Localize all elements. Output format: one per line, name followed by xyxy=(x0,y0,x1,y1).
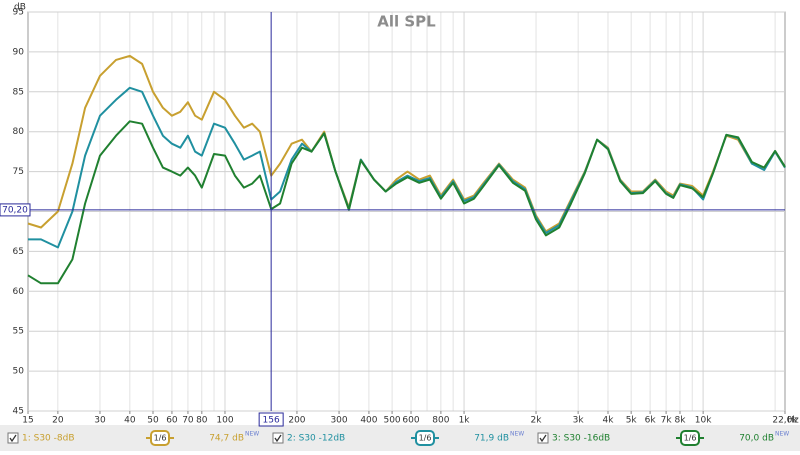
legend-check xyxy=(274,434,282,443)
x-axis-label: Hz xyxy=(787,416,799,426)
y-tick-label: 85 xyxy=(13,87,24,97)
legend-readout: 74,7 dB xyxy=(209,434,244,444)
y-tick-label: 55 xyxy=(13,327,24,337)
cursor-x-label: 156 xyxy=(263,416,280,426)
x-tick-label: 30 xyxy=(94,416,106,426)
x-tick-label: 10k xyxy=(695,416,712,426)
x-tick-label: 100 xyxy=(216,416,233,426)
x-tick-label: 50 xyxy=(147,416,159,426)
x-tick-label: 5k xyxy=(626,416,638,426)
legend-name: 1: S30 -8dB xyxy=(22,434,75,444)
y-tick-label: 90 xyxy=(13,47,25,57)
y-tick-label: 60 xyxy=(13,287,25,297)
smoothing-button[interactable] xyxy=(415,430,435,446)
legend-name: 3: S30 -16dB xyxy=(552,434,610,444)
legend-name: 2: S30 -12dB xyxy=(287,434,345,444)
cursor-x-box xyxy=(258,412,284,427)
x-tick-label: 6k xyxy=(645,416,657,426)
x-tick-label: 600 xyxy=(402,416,419,426)
legend-readout: 70,0 dB xyxy=(739,434,774,444)
smoothing-button[interactable] xyxy=(150,430,170,446)
y-tick-label: 75 xyxy=(13,167,24,177)
x-tick-label: 4k xyxy=(603,416,615,426)
smoothing-label: 1/6 xyxy=(154,434,167,443)
legend-checkbox[interactable] xyxy=(272,432,284,444)
series-line xyxy=(27,120,786,285)
y-tick-label: 50 xyxy=(13,367,25,377)
legend-readout-tag: NEW xyxy=(510,431,524,438)
x-tick-label: 8k xyxy=(674,416,686,426)
x-tick-label: 400 xyxy=(360,416,377,426)
y-tick-label: 80 xyxy=(13,127,25,137)
x-tick-label: 800 xyxy=(432,416,449,426)
x-tick-label: 300 xyxy=(330,416,347,426)
chart-title: All SPL xyxy=(377,13,436,31)
x-tick-label: 3k xyxy=(573,416,585,426)
x-tick-label: 1k xyxy=(459,416,471,426)
legend-readout: 71,9 dB xyxy=(474,434,509,444)
smoothing-button[interactable] xyxy=(680,430,700,446)
x-tick-label: 70 xyxy=(182,416,194,426)
x-tick-label: 7k xyxy=(661,416,673,426)
legend-checkbox[interactable] xyxy=(537,432,549,444)
legend-bar xyxy=(0,425,800,451)
x-tick-label: 80 xyxy=(196,416,208,426)
x-tick-label: 15 xyxy=(22,416,33,426)
legend-readout-tag: NEW xyxy=(775,431,789,438)
legend-checkbox[interactable] xyxy=(7,432,19,444)
x-tick-label: 500 xyxy=(383,416,400,426)
cursor-y-label: 70,20 xyxy=(2,205,28,215)
x-tick-label: 40 xyxy=(124,416,136,426)
smoothing-label: 1/6 xyxy=(419,434,432,443)
legend-check xyxy=(9,434,17,443)
y-axis-label: dB xyxy=(14,3,26,13)
y-tick-label: 95 xyxy=(13,8,24,18)
y-tick-label: 65 xyxy=(13,247,24,257)
legend-readout-tag: NEW xyxy=(245,431,259,438)
legend-check xyxy=(539,434,547,443)
x-tick-label: 2k xyxy=(531,416,543,426)
y-tick-label: 45 xyxy=(13,407,24,417)
smoothing-label: 1/6 xyxy=(684,434,697,443)
x-tick-label: 200 xyxy=(288,416,305,426)
x-tick-label: 20 xyxy=(52,416,64,426)
x-tick-label: 60 xyxy=(166,416,178,426)
cursor-y-box xyxy=(0,203,31,217)
x-tick-label: 22,0k xyxy=(772,416,798,426)
